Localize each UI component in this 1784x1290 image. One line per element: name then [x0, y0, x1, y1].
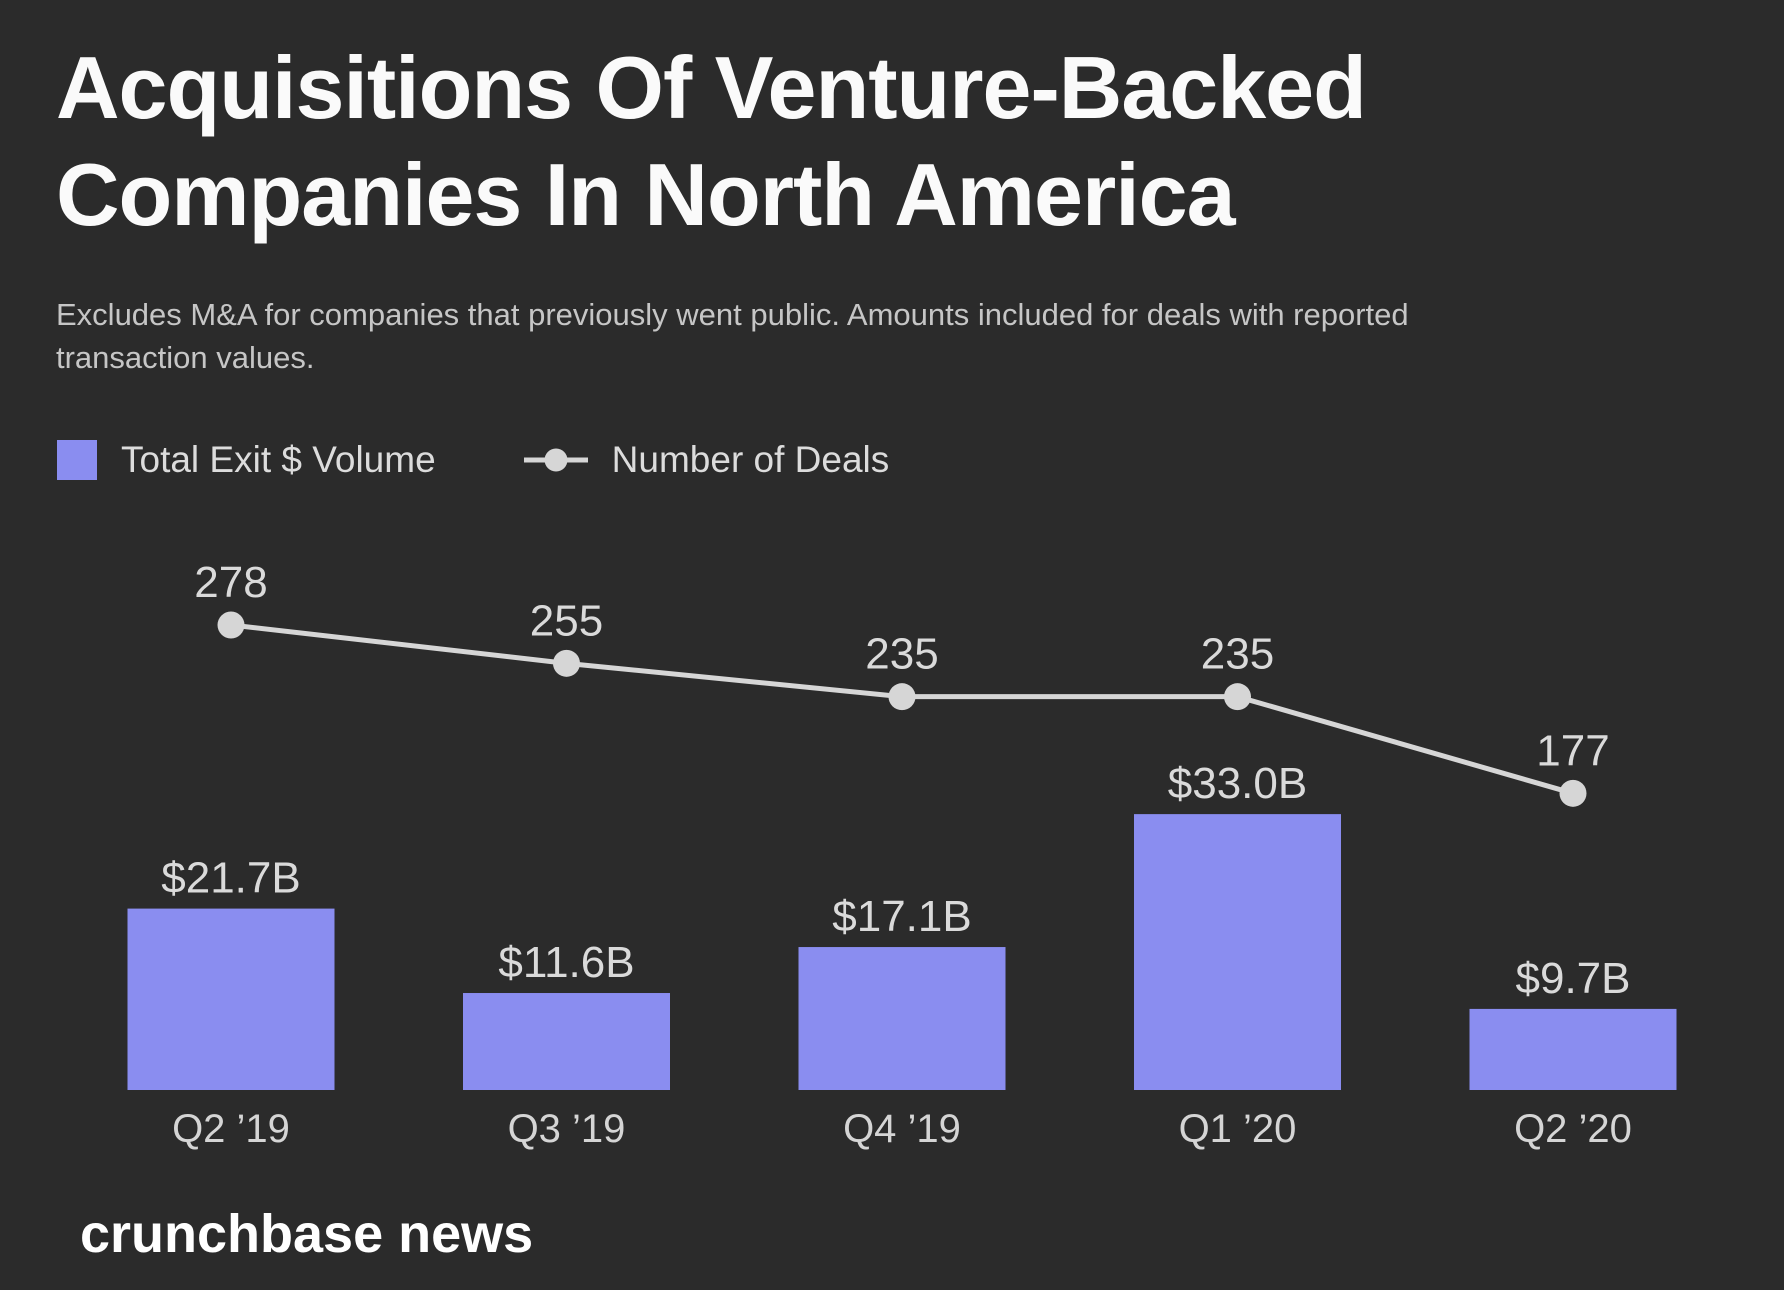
deals-point: [1559, 779, 1587, 807]
deals-value-label: 255: [530, 596, 603, 645]
bar-1: [127, 908, 335, 1090]
legend-item-total-exit-volume: Total Exit $ Volume: [57, 439, 436, 481]
x-axis-label: Q1 ’20: [1179, 1107, 1297, 1151]
deals-value-label: 177: [1536, 726, 1609, 775]
x-axis-label: Q4 ’19: [843, 1107, 961, 1151]
bar-5: [1469, 1008, 1677, 1090]
deals-value-label: 235: [1201, 630, 1274, 679]
crunchbase-news-logo: crunchbase news: [80, 1204, 534, 1264]
subtitle-line-1: Excludes M&A for companies that previous…: [56, 297, 1409, 332]
title-line-1: Acquisitions Of Venture-Backed: [56, 38, 1367, 137]
bar-2: [463, 993, 670, 1090]
chart-subtitle: Excludes M&A for companies that previous…: [56, 293, 1409, 379]
x-axis-label: Q2 ’20: [1514, 1107, 1632, 1151]
bar-value-label: $21.7B: [161, 854, 300, 903]
bar-value-label: $17.1B: [832, 892, 971, 941]
deals-point: [888, 683, 916, 711]
legend-label-number-of-deals: Number of Deals: [611, 439, 890, 480]
bar-3: [798, 947, 1006, 1090]
subtitle-line-2: transaction values.: [56, 340, 315, 375]
deals-point: [553, 649, 580, 677]
bar-value-label: $11.6B: [498, 938, 634, 987]
deals-point: [1224, 683, 1251, 711]
legend-label-total-exit-volume: Total Exit $ Volume: [121, 439, 436, 480]
x-axis-label: Q3 ’19: [508, 1107, 626, 1151]
bar-value-label: $33.0B: [1168, 759, 1307, 808]
bar-4: [1134, 814, 1341, 1090]
page-title: Acquisitions Of Venture-Backed Companies…: [56, 34, 1367, 248]
deals-point: [217, 611, 245, 639]
legend: Total Exit $ Volume Number of Deals: [57, 438, 889, 482]
line-series-marker-icon: [523, 446, 588, 474]
x-axis-label: Q2 ’19: [172, 1107, 290, 1151]
deals-value-label: 235: [865, 630, 938, 679]
legend-item-number-of-deals: Number of Deals: [523, 439, 890, 481]
deals-value-label: 278: [194, 558, 267, 607]
bar-value-label: $9.7B: [1516, 954, 1631, 1003]
title-line-2: Companies In North America: [56, 145, 1236, 244]
bar-series-swatch-icon: [57, 440, 97, 480]
